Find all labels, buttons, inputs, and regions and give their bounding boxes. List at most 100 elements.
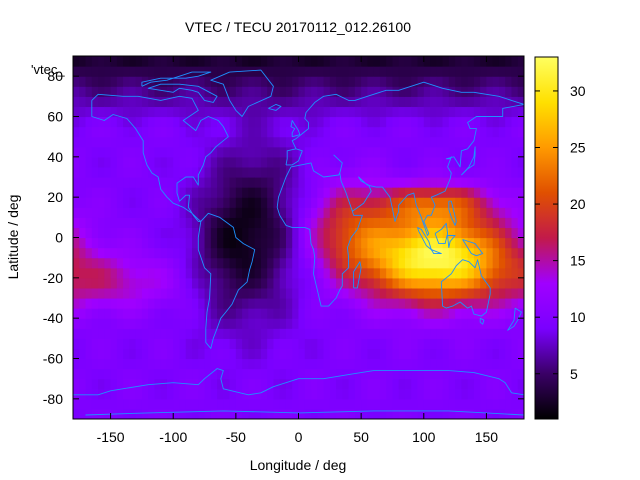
heatmap-cell <box>91 96 99 108</box>
colorbar-tick-label: 15 <box>570 253 586 269</box>
heatmap-cell <box>292 368 300 380</box>
heatmap-cell <box>198 287 206 299</box>
heatmap-cell <box>179 348 187 360</box>
heatmap-cell <box>436 308 444 319</box>
heatmap-cell <box>386 66 394 77</box>
heatmap-cell <box>229 368 237 380</box>
heatmap-cell <box>116 318 124 329</box>
heatmap-cell <box>210 398 218 410</box>
heatmap-cell <box>185 338 193 350</box>
heatmap-cell <box>166 166 174 178</box>
heatmap-cell <box>254 378 262 390</box>
heatmap-cell <box>448 156 456 168</box>
heatmap-cell <box>354 96 362 108</box>
heatmap-cell <box>235 388 243 400</box>
heatmap-cell <box>223 136 231 148</box>
heatmap-cell <box>379 388 387 400</box>
heatmap-cell <box>517 368 524 380</box>
heatmap-cell <box>148 298 156 309</box>
heatmap-cell <box>298 247 306 259</box>
heatmap-cell <box>98 348 105 360</box>
heatmap-cell <box>185 358 193 370</box>
heatmap-cell <box>511 378 519 390</box>
heatmap-cell <box>354 76 362 87</box>
heatmap-cell <box>135 308 143 319</box>
heatmap-cell <box>517 227 524 239</box>
heatmap-cell <box>317 76 325 87</box>
heatmap-cell <box>379 106 387 118</box>
heatmap-cell <box>304 358 312 370</box>
heatmap-cell <box>461 328 469 339</box>
coastline-overlay <box>73 69 524 416</box>
heatmap-cell <box>73 217 80 229</box>
heatmap-cell <box>73 247 80 259</box>
heatmap-cell <box>311 277 318 289</box>
heatmap-cell <box>279 358 287 370</box>
heatmap-cell <box>329 116 337 128</box>
heatmap-cell <box>329 197 337 208</box>
heatmap-cell <box>154 197 162 208</box>
heatmap-cell <box>129 66 137 77</box>
heatmap-cell <box>129 298 137 309</box>
heatmap-cell <box>242 146 249 158</box>
heatmap-cell <box>517 398 524 410</box>
heatmap-cell <box>123 318 130 329</box>
heatmap-cell <box>455 76 462 87</box>
heatmap-cell <box>267 227 275 239</box>
heatmap-cell <box>292 328 300 339</box>
heatmap-cell <box>192 378 199 390</box>
heatmap-cell <box>392 328 400 339</box>
heatmap-cell <box>480 177 488 188</box>
heatmap-cell <box>317 177 325 188</box>
heatmap-cell <box>373 166 381 178</box>
heatmap-cell <box>273 348 281 360</box>
heatmap-cell <box>404 388 412 400</box>
heatmap-cell <box>398 207 406 218</box>
heatmap-cell <box>423 56 431 67</box>
heatmap-cell <box>473 298 481 309</box>
heatmap-cell <box>198 247 206 259</box>
heatmap-cell <box>217 86 224 97</box>
heatmap-cell <box>98 166 105 178</box>
heatmap-cell <box>398 156 406 168</box>
heatmap-cell <box>267 267 275 279</box>
heatmap-cell <box>116 398 124 410</box>
heatmap-cell <box>217 217 224 229</box>
heatmap-cell <box>110 156 118 168</box>
heatmap-cell <box>342 126 350 138</box>
heatmap-cell <box>311 388 318 400</box>
heatmap-cell <box>480 86 488 97</box>
heatmap-cell <box>442 136 450 148</box>
heatmap-cell <box>492 116 500 128</box>
heatmap-cell <box>379 318 387 329</box>
heatmap-cell <box>273 197 281 208</box>
heatmap-cell <box>279 177 287 188</box>
heatmap-cell <box>442 177 450 188</box>
heatmap-cell <box>110 177 118 188</box>
heatmap-cell <box>267 116 275 128</box>
heatmap-cell <box>110 96 118 108</box>
heatmap-cell <box>148 217 156 229</box>
heatmap-cell <box>173 247 181 259</box>
heatmap-cell <box>517 187 524 198</box>
heatmap-cell <box>448 187 456 198</box>
heatmap-cell <box>348 277 356 289</box>
heatmap-cell <box>436 116 444 128</box>
heatmap-cell <box>417 66 425 77</box>
heatmap-cell <box>448 358 456 370</box>
heatmap-cell <box>104 217 112 229</box>
heatmap-cell <box>354 408 362 419</box>
heatmap-cell <box>467 126 475 138</box>
heatmap-cell <box>342 358 350 370</box>
heatmap-cell <box>348 408 356 419</box>
heatmap-cell <box>417 217 425 229</box>
heatmap-cell <box>398 76 406 87</box>
heatmap-cell <box>317 378 325 390</box>
heatmap-cell <box>116 136 124 148</box>
heatmap-cell <box>354 217 362 229</box>
heatmap-cell <box>367 267 375 279</box>
heatmap-cell <box>98 328 105 339</box>
heatmap-cell <box>430 86 437 97</box>
heatmap-cell <box>73 237 80 249</box>
heatmap-cell <box>79 76 87 87</box>
